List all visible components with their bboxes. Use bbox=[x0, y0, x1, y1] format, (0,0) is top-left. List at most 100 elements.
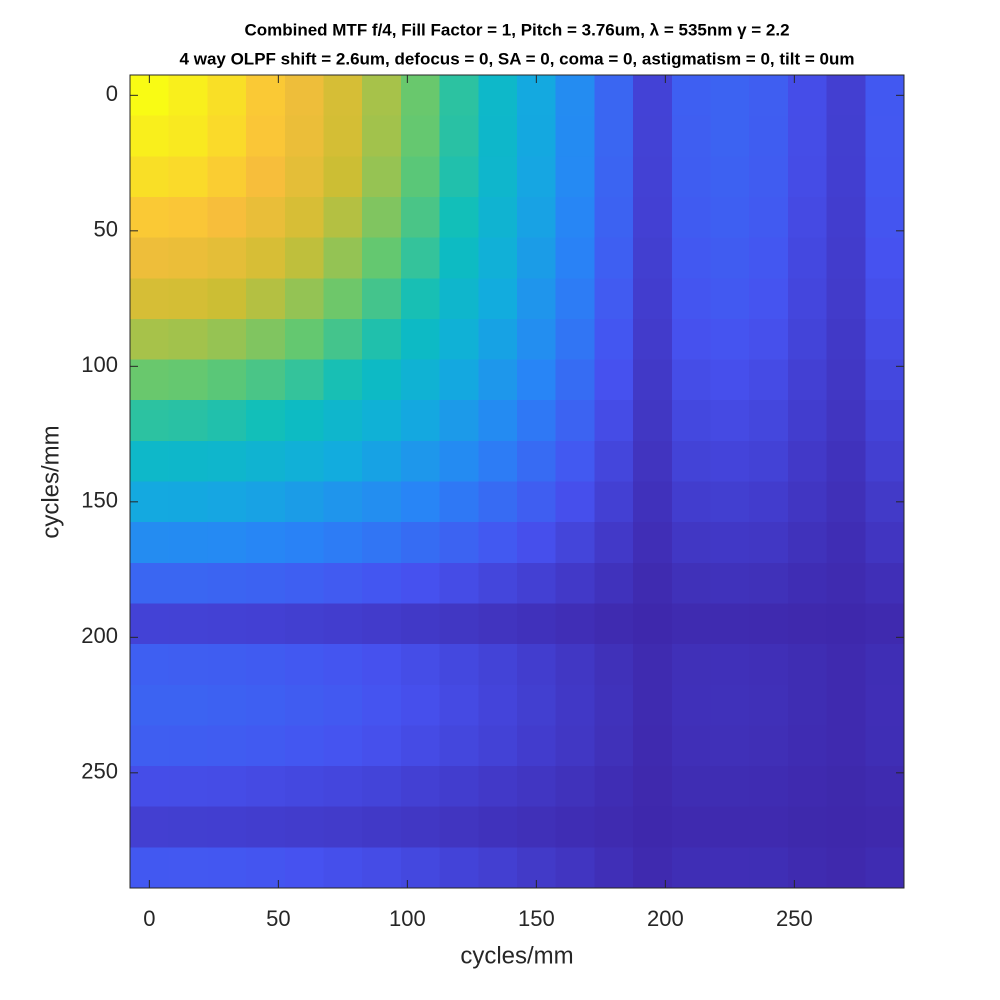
heatmap-cell bbox=[555, 359, 595, 401]
heatmap-cell bbox=[207, 522, 247, 564]
heatmap-cell bbox=[671, 278, 712, 320]
heatmap-cell bbox=[594, 725, 634, 767]
heatmap-cell bbox=[865, 725, 905, 767]
heatmap-cell bbox=[633, 196, 673, 239]
heatmap-cell bbox=[246, 806, 286, 848]
heatmap-cell bbox=[168, 156, 208, 198]
heatmap-cell bbox=[749, 481, 789, 523]
heatmap-cell bbox=[555, 603, 595, 645]
heatmap-cell bbox=[323, 847, 363, 889]
heatmap-cell bbox=[207, 115, 247, 157]
heatmap-cell bbox=[671, 644, 712, 686]
heatmap-cell bbox=[284, 644, 325, 686]
axes: 0 50 100 150 200 250 0 50 100 150 200 250 bbox=[81, 74, 905, 931]
heatmap-cell bbox=[284, 440, 325, 483]
x-tick-label: 200 bbox=[647, 906, 684, 931]
heatmap-cell bbox=[439, 481, 479, 523]
x-tick-label: 50 bbox=[266, 906, 290, 931]
heatmap-cell bbox=[400, 196, 441, 239]
heatmap-cell bbox=[323, 684, 363, 726]
heatmap-cell bbox=[555, 196, 595, 239]
heatmap-cell bbox=[323, 156, 363, 198]
heatmap-cell bbox=[207, 806, 247, 848]
y-tick-label: 150 bbox=[81, 488, 118, 513]
heatmap-cell bbox=[517, 522, 557, 564]
heatmap-cell bbox=[284, 806, 325, 848]
heatmap-cell bbox=[400, 115, 441, 157]
heatmap-cell bbox=[517, 603, 557, 645]
heatmap-cell bbox=[130, 196, 170, 239]
heatmap-cell bbox=[323, 481, 363, 523]
heatmap-cell bbox=[130, 806, 170, 848]
heatmap-cell bbox=[246, 400, 286, 442]
heatmap-cell bbox=[478, 156, 518, 198]
heatmap-cell bbox=[787, 725, 828, 767]
heatmap-cell bbox=[555, 318, 595, 361]
heatmap-cell bbox=[555, 115, 595, 157]
heatmap-cell bbox=[749, 847, 789, 889]
heatmap-cell bbox=[865, 806, 905, 848]
heatmap-cell bbox=[362, 603, 402, 645]
heatmap-cell bbox=[749, 278, 789, 320]
x-axis-label: cycles/mm bbox=[460, 942, 573, 969]
heatmap-cell bbox=[246, 278, 286, 320]
heatmap-cell bbox=[246, 644, 286, 686]
heatmap-cell bbox=[555, 237, 595, 279]
heatmap bbox=[130, 75, 905, 889]
heatmap-cell bbox=[710, 481, 750, 523]
heatmap-cell bbox=[555, 562, 595, 605]
heatmap-cell bbox=[323, 806, 363, 848]
heatmap-cell bbox=[439, 725, 479, 767]
heatmap-cell bbox=[168, 725, 208, 767]
heatmap-cell bbox=[400, 644, 441, 686]
heatmap-cell bbox=[439, 684, 479, 726]
heatmap-cell bbox=[246, 847, 286, 889]
heatmap-cell bbox=[671, 359, 712, 401]
heatmap-cell bbox=[671, 847, 712, 889]
x-tick-label: 100 bbox=[389, 906, 426, 931]
heatmap-cell bbox=[710, 766, 750, 808]
heatmap-cell bbox=[787, 196, 828, 239]
heatmap-cell bbox=[826, 196, 866, 239]
x-tick-label: 0 bbox=[143, 906, 155, 931]
heatmap-cell bbox=[246, 75, 286, 117]
heatmap-cell bbox=[478, 603, 518, 645]
heatmap-cell bbox=[168, 766, 208, 808]
heatmap-cell bbox=[671, 481, 712, 523]
heatmap-cell bbox=[517, 400, 557, 442]
heatmap-cell bbox=[865, 278, 905, 320]
heatmap-cell bbox=[826, 725, 866, 767]
heatmap-cell bbox=[671, 115, 712, 157]
heatmap-cell bbox=[826, 562, 866, 605]
heatmap-cell bbox=[865, 522, 905, 564]
heatmap-cell bbox=[710, 562, 750, 605]
heatmap-cell bbox=[826, 318, 866, 361]
heatmap-cell bbox=[439, 196, 479, 239]
heatmap-cell bbox=[517, 318, 557, 361]
heatmap-cell bbox=[478, 400, 518, 442]
heatmap-cell bbox=[284, 847, 325, 889]
heatmap-cell bbox=[168, 115, 208, 157]
heatmap-cell bbox=[517, 684, 557, 726]
heatmap-cell bbox=[246, 318, 286, 361]
heatmap-cell bbox=[787, 562, 828, 605]
heatmap-cell bbox=[555, 156, 595, 198]
heatmap-cell bbox=[787, 806, 828, 848]
heatmap-cell bbox=[865, 115, 905, 157]
heatmap-cell bbox=[323, 196, 363, 239]
heatmap-cell bbox=[284, 156, 325, 198]
heatmap-cell bbox=[594, 440, 634, 483]
heatmap-cell bbox=[168, 237, 208, 279]
heatmap-cell bbox=[246, 115, 286, 157]
heatmap-cell bbox=[400, 318, 441, 361]
heatmap-cell bbox=[787, 359, 828, 401]
heatmap-cell bbox=[749, 400, 789, 442]
heatmap-cell bbox=[284, 400, 325, 442]
heatmap-cell bbox=[478, 522, 518, 564]
chart-title: Combined MTF f/4, Fill Factor = 1, Pitch… bbox=[244, 20, 789, 39]
heatmap-cell bbox=[555, 806, 595, 848]
heatmap-cell bbox=[323, 522, 363, 564]
heatmap-cell bbox=[710, 75, 750, 117]
heatmap-cell bbox=[478, 237, 518, 279]
heatmap-cell bbox=[362, 278, 402, 320]
